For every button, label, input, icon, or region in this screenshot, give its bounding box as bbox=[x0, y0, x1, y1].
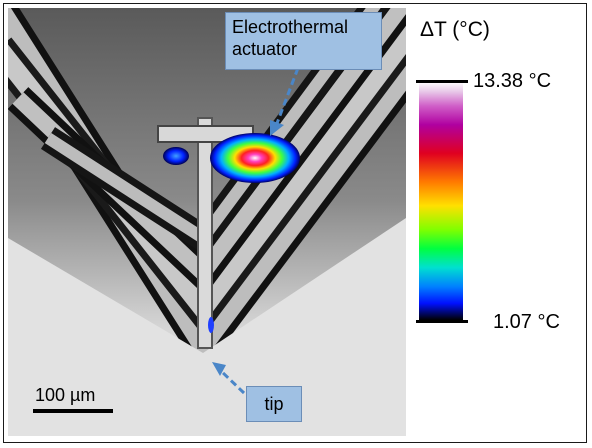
arrow-actuator-head bbox=[270, 120, 284, 136]
colorbar bbox=[419, 82, 463, 320]
hotspot-actuator bbox=[210, 133, 300, 183]
arrow-tip bbox=[218, 368, 246, 395]
thermal-micrograph bbox=[8, 8, 406, 436]
scale-bar-label: 100 µm bbox=[35, 385, 96, 405]
cantilever-beam bbox=[197, 117, 213, 349]
hotspot-secondary bbox=[163, 147, 189, 165]
colorbar-max-tick bbox=[416, 80, 468, 83]
callout-electrothermal-actuator: Electrothermal actuator bbox=[225, 12, 382, 70]
colorbar-min-label: 1.07 °C bbox=[493, 311, 560, 333]
hotspot-tip bbox=[208, 317, 214, 333]
arrow-tip-head bbox=[212, 362, 226, 376]
scale-bar bbox=[33, 409, 113, 413]
callout-tip: tip bbox=[246, 386, 302, 422]
colorbar-title: ΔT (°C) bbox=[420, 18, 490, 41]
colorbar-min-tick bbox=[416, 320, 468, 323]
colorbar-max-label: 13.38 °C bbox=[473, 70, 552, 92]
substrate bbox=[8, 218, 406, 436]
